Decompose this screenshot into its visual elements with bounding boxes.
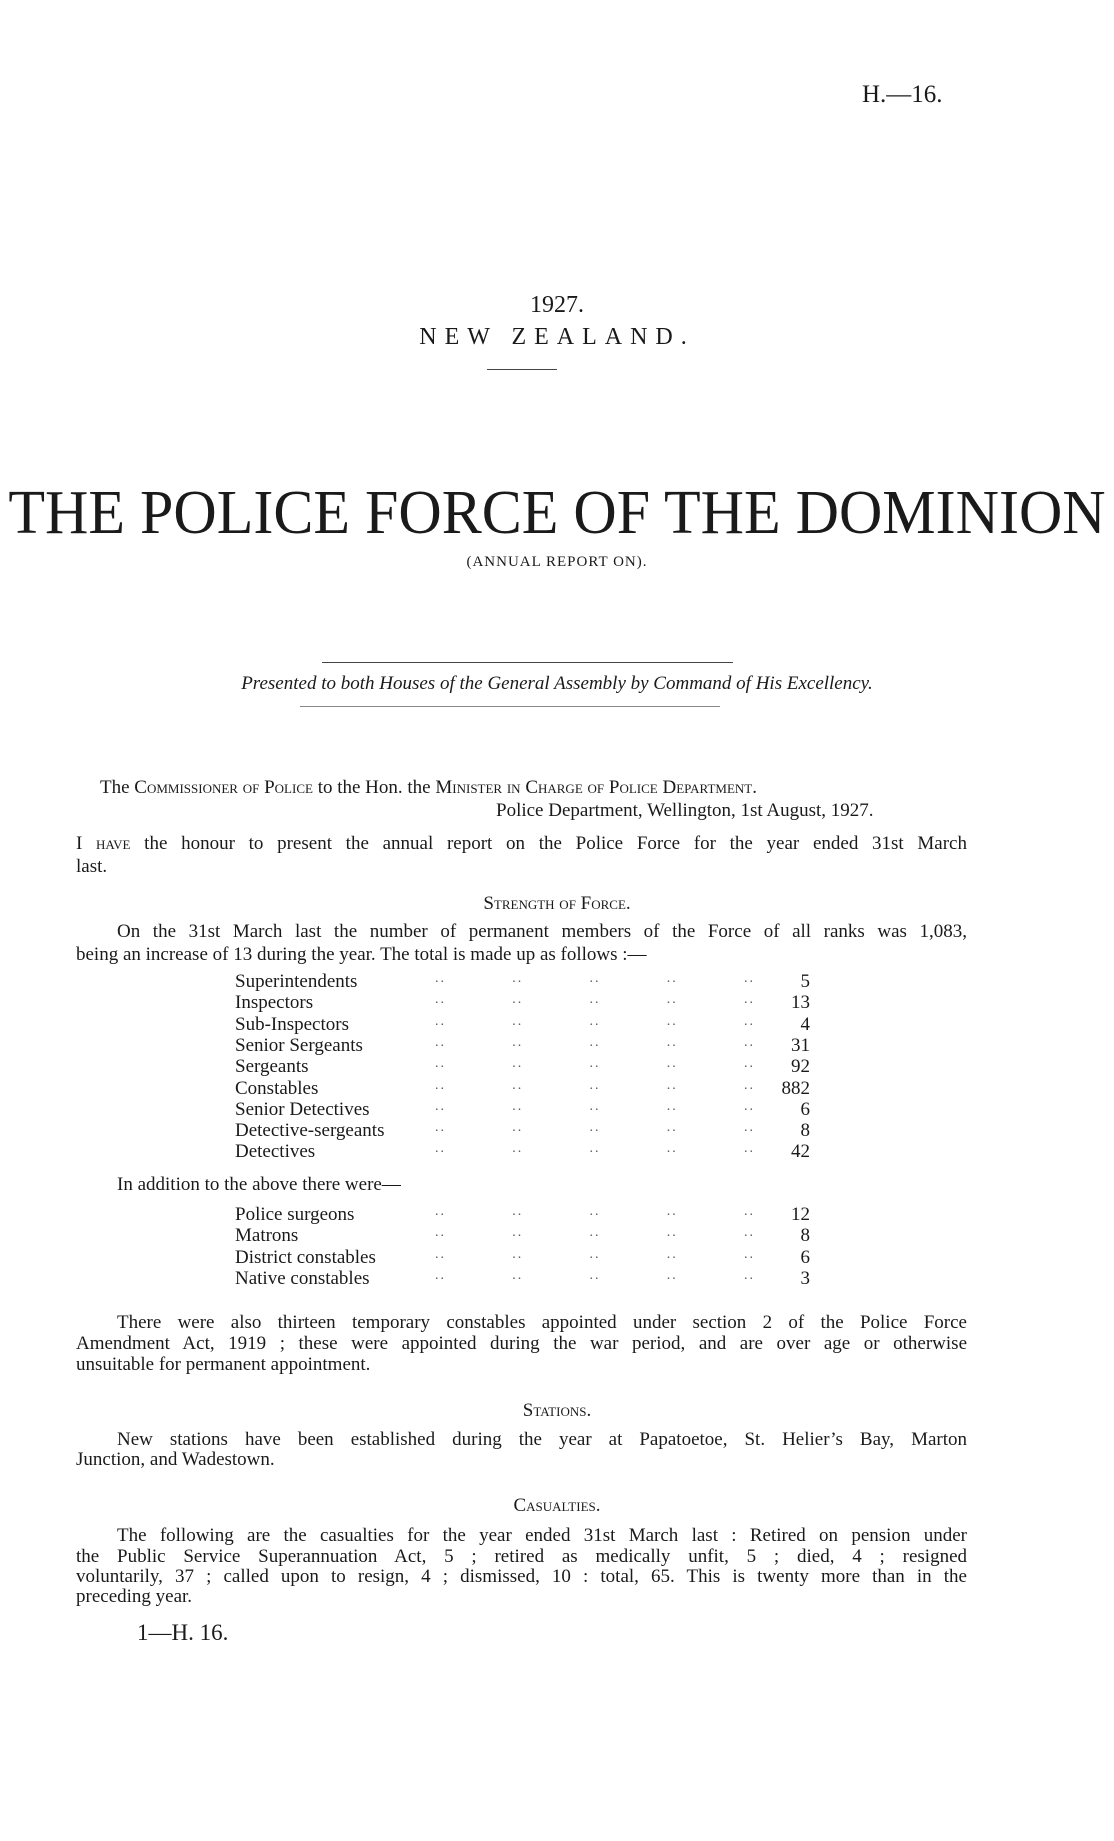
leader-dots: .......... [435, 1204, 755, 1219]
item-name: Constables [235, 1077, 319, 1099]
list-item: Senior Sergeants.......... 31 [235, 1035, 810, 1056]
leader-dots: .......... [435, 1013, 755, 1029]
dateline: Police Department, Wellington, 1st Augus… [496, 800, 874, 821]
subtitle: (ANNUAL REPORT ON). [466, 554, 648, 570]
list-item: Sub-Inspectors.......... 4 [235, 1014, 810, 1035]
item-name: Detective-sergeants [235, 1120, 385, 1142]
item-value: 42 [791, 1141, 810, 1163]
body-line: voluntarily, 37 ; called upon to resign,… [76, 1566, 967, 1587]
item-value: 4 [800, 1013, 811, 1035]
list-item: Sergeants.......... 92 [235, 1056, 810, 1077]
item-name: Sergeants [235, 1056, 309, 1078]
item-name: District constables [235, 1246, 376, 1268]
country: NEW ZEALAND. [419, 324, 695, 350]
list-item: Senior Detectives.......... 6 [235, 1099, 810, 1120]
item-value: 12 [791, 1204, 810, 1225]
item-name: Senior Sergeants [235, 1034, 363, 1056]
intro-line: last. [76, 856, 108, 877]
list-item: Police surgeons.......... 12 [235, 1204, 810, 1225]
list-item: Detective-sergeants.......... 8 [235, 1120, 810, 1141]
body-line: The following are the casualties for the… [117, 1525, 967, 1546]
divider [322, 662, 733, 663]
item-value: 6 [800, 1098, 811, 1120]
item-name: Senior Detectives [235, 1098, 370, 1120]
item-value: 8 [800, 1120, 811, 1142]
body-line: Amendment Act, 1919 ; these were appoint… [76, 1333, 967, 1354]
item-name: Sub-Inspectors [235, 1013, 349, 1035]
year: 1927. [530, 292, 584, 318]
list-item: Native constables.......... 3 [235, 1268, 810, 1289]
leader-dots: .......... [435, 1141, 755, 1157]
leader-dots: .......... [435, 992, 755, 1008]
section-heading-stations: Stations. [522, 1400, 592, 1421]
intro-line: I have the honour to present the annual … [76, 833, 967, 854]
divider [300, 706, 720, 707]
leader-dots: .......... [435, 971, 755, 986]
item-name: Superintendents [235, 971, 358, 992]
body-line: Junction, and Wadestown. [76, 1449, 275, 1470]
body-line: New stations have been established durin… [117, 1429, 967, 1450]
body-line: unsuitable for permanent appointment. [76, 1354, 371, 1375]
leader-dots: .......... [435, 1246, 755, 1262]
leader-dots: .......... [435, 1267, 755, 1283]
addition-text: In addition to the above there were— [117, 1174, 401, 1195]
body-line: being an increase of 13 during the year.… [76, 944, 647, 965]
list-item: Superintendents.......... 5 [235, 971, 810, 992]
item-name: Detectives [235, 1141, 316, 1163]
section-heading-strength: Strength of Force. [483, 893, 631, 914]
list-item: Inspectors.......... 13 [235, 992, 810, 1013]
item-value: 5 [800, 971, 811, 992]
item-name: Police surgeons [235, 1204, 355, 1225]
divider [487, 369, 557, 370]
item-value: 8 [800, 1225, 811, 1247]
item-value: 31 [791, 1034, 810, 1056]
body-line: the Public Service Superannuation Act, 5… [76, 1546, 967, 1567]
document-reference: H.—16. [862, 81, 943, 108]
leader-dots: .......... [435, 1056, 755, 1072]
item-value: 3 [800, 1267, 811, 1289]
item-value: 882 [781, 1077, 811, 1099]
item-value: 13 [791, 992, 810, 1014]
item-name: Matrons [235, 1225, 299, 1247]
address-line: The Commissioner of Police to the Hon. t… [100, 777, 757, 798]
item-name: Inspectors [235, 992, 314, 1014]
page-title: THE POLICE FORCE OF THE DOMINION [8, 477, 1106, 547]
list-item: Detectives.......... 42 [235, 1141, 810, 1162]
leader-dots: .......... [435, 1077, 755, 1093]
leader-dots: .......... [435, 1120, 755, 1136]
body-line: preceding year. [76, 1586, 193, 1607]
list-item: Matrons.......... 8 [235, 1225, 810, 1246]
body-line: On the 31st March last the number of per… [117, 921, 967, 942]
leader-dots: .......... [435, 1034, 755, 1050]
leader-dots: .......... [435, 1098, 755, 1114]
item-value: 92 [791, 1056, 810, 1078]
presented-line: Presented to both Houses of the General … [241, 673, 873, 694]
item-name: Native constables [235, 1267, 370, 1289]
signature-mark: 1—H. 16. [137, 1620, 229, 1645]
list-item: District constables.......... 6 [235, 1247, 810, 1268]
body-line: There were also thirteen temporary const… [117, 1312, 967, 1333]
leader-dots: .......... [435, 1225, 755, 1241]
list-item: Constables.......... 882 [235, 1078, 810, 1099]
section-heading-casualties: Casualties. [513, 1495, 601, 1516]
item-value: 6 [800, 1246, 811, 1268]
